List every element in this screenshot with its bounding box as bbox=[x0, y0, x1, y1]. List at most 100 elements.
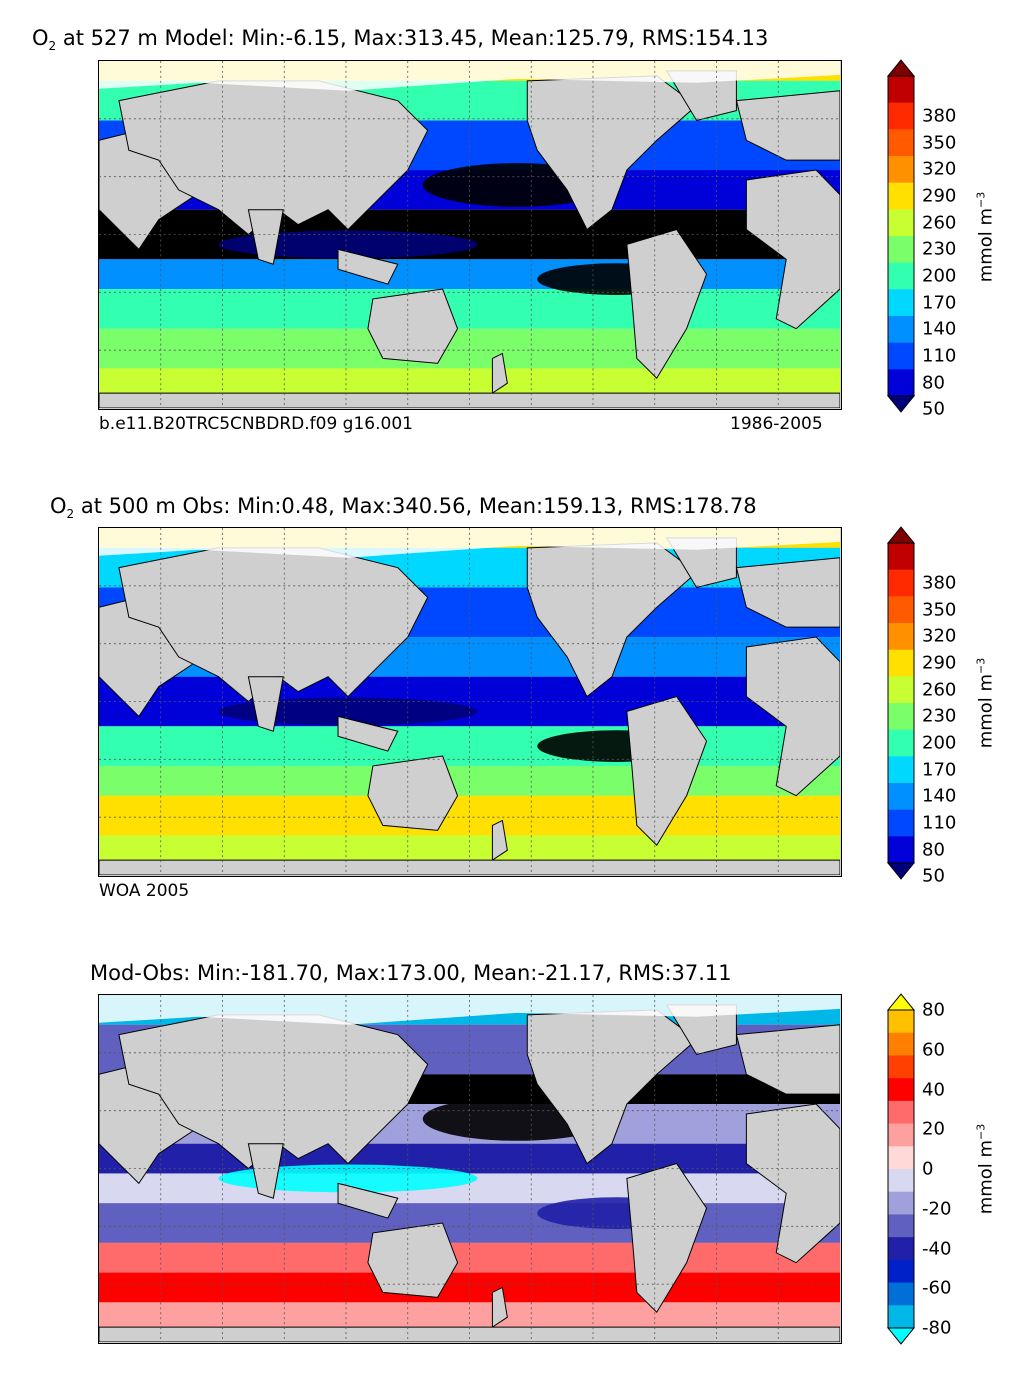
colorbar-tick-label: 110 bbox=[922, 812, 957, 834]
colorbar-extend-bottom bbox=[886, 862, 916, 880]
colorbar-tick-label: 290 bbox=[922, 185, 957, 207]
land-mass bbox=[491, 819, 508, 862]
colorbar-tick-label: 320 bbox=[922, 158, 957, 180]
colorbar-segment bbox=[888, 1055, 914, 1079]
colorbar-segment bbox=[888, 1214, 914, 1238]
colorbar-segment bbox=[888, 756, 914, 784]
colorbar-model bbox=[886, 59, 916, 413]
land-mass bbox=[367, 288, 459, 364]
colorbar-tick-label: 80 bbox=[922, 839, 945, 861]
colorbar-segment bbox=[888, 1237, 914, 1261]
colorbar-extend-top bbox=[886, 993, 916, 1011]
colorbar-segment bbox=[888, 76, 914, 104]
land-mass bbox=[99, 392, 840, 408]
land-mass bbox=[247, 676, 284, 732]
land-mass bbox=[337, 715, 399, 752]
colorbar-segment bbox=[888, 1282, 914, 1306]
colorbar-frame bbox=[887, 75, 915, 397]
caption-model-years: 1986-2005 bbox=[730, 414, 823, 434]
colorbar-tick-label: 60 bbox=[922, 1039, 945, 1061]
colorbar-segment bbox=[888, 316, 914, 344]
ocean-band bbox=[99, 259, 840, 290]
colorbar-tick-label: 230 bbox=[922, 705, 957, 727]
panel-title-diff: Mod-Obs: Min:-181.70, Max:173.00, Mean:-… bbox=[90, 961, 732, 985]
colorbar-segment bbox=[888, 836, 914, 864]
colorbar-segment bbox=[888, 1100, 914, 1125]
colorbar-tick-label: 80 bbox=[922, 372, 945, 394]
colorbar-unit-obs: mmol m−3 bbox=[974, 657, 997, 749]
land-mass bbox=[735, 90, 840, 161]
colorbar-tick-label: 140 bbox=[922, 318, 957, 340]
colorbar-tick-label: 320 bbox=[922, 625, 957, 647]
colorbar-tick-label: 380 bbox=[922, 105, 957, 127]
colorbar-segment bbox=[888, 129, 914, 157]
colorbar-segment bbox=[888, 1259, 914, 1284]
colorbar-unit-diff: mmol m−3 bbox=[974, 1123, 997, 1215]
colorbar-segment bbox=[888, 182, 914, 210]
colorbar-segment bbox=[888, 809, 914, 837]
colorbar-segment bbox=[888, 596, 914, 624]
panel-title-obs: O2 at 500 m Obs: Min:0.48, Max:340.56, M… bbox=[50, 494, 757, 521]
land-mass bbox=[337, 248, 399, 285]
colorbar-segment bbox=[888, 209, 914, 237]
colorbar-segment bbox=[888, 102, 914, 130]
colorbar-tick-label: 0 bbox=[922, 1158, 934, 1180]
land-mass bbox=[745, 636, 840, 797]
colorbar-frame bbox=[887, 1009, 915, 1329]
colorbar-segment bbox=[888, 676, 914, 704]
land-mass bbox=[99, 859, 840, 875]
colorbar-segment bbox=[888, 1191, 914, 1215]
contour-blob bbox=[218, 1164, 478, 1193]
land-mass bbox=[118, 547, 429, 703]
colorbar-segment bbox=[888, 703, 914, 731]
caption-obs-source: WOA 2005 bbox=[99, 881, 190, 901]
graticule bbox=[99, 995, 840, 1342]
colorbar-extend-bottom bbox=[886, 395, 916, 413]
colorbar-tick-label: -40 bbox=[922, 1238, 952, 1259]
land-mass bbox=[337, 1182, 399, 1219]
land-mass bbox=[626, 695, 708, 847]
colorbar-segment bbox=[888, 1146, 914, 1170]
land-mass bbox=[99, 1326, 840, 1342]
colorbar-tick-label: -20 bbox=[922, 1198, 952, 1220]
colorbar-frame bbox=[887, 542, 915, 864]
land-mass bbox=[745, 1103, 840, 1264]
colorbar-tick-label: 260 bbox=[922, 679, 957, 701]
colorbar-tick-label: 350 bbox=[922, 599, 957, 621]
map-model-o2 bbox=[98, 60, 842, 410]
caption-model-case: b.e11.B20TRC5CNBDRD.f09 g16.001 bbox=[99, 414, 413, 434]
land-mass bbox=[247, 209, 284, 265]
colorbar-tick-label: 40 bbox=[922, 1079, 945, 1100]
map-diff-o2 bbox=[98, 994, 842, 1344]
graticule bbox=[99, 61, 840, 408]
colorbar-segment bbox=[888, 783, 914, 811]
colorbar-tick-label: 290 bbox=[922, 652, 957, 674]
contour-blob bbox=[218, 230, 478, 259]
colorbar-tick-label: 140 bbox=[922, 785, 957, 807]
land-mass bbox=[491, 352, 508, 395]
colorbar-segment bbox=[888, 1123, 914, 1147]
colorbar-tick-label: 170 bbox=[922, 292, 957, 314]
colorbar-segment bbox=[888, 369, 914, 397]
colorbar-tick-label: 380 bbox=[922, 572, 957, 594]
panel-title-model: O2 at 527 m Model: Min:-6.15, Max:313.45… bbox=[32, 26, 769, 53]
colorbar-segment bbox=[888, 1010, 914, 1034]
colorbar-tick-label: 50 bbox=[922, 398, 945, 420]
colorbar-unit-model: mmol m−3 bbox=[974, 191, 997, 283]
land-mass bbox=[626, 228, 708, 380]
colorbar-segment bbox=[888, 262, 914, 290]
colorbar-segment bbox=[888, 156, 914, 184]
colorbar-segment bbox=[888, 289, 914, 317]
colorbar-tick-label: 170 bbox=[922, 759, 957, 781]
colorbar-tick-label: 20 bbox=[922, 1118, 945, 1140]
land-mass bbox=[118, 1014, 429, 1170]
colorbar-segment bbox=[888, 569, 914, 597]
land-mass bbox=[745, 169, 840, 330]
colorbar-tick-label: 260 bbox=[922, 212, 957, 234]
land-mass bbox=[626, 1162, 708, 1314]
graticule bbox=[99, 528, 840, 875]
colorbar-tick-label: 200 bbox=[922, 732, 957, 754]
colorbar-segment bbox=[888, 623, 914, 651]
colorbar-tick-label: -60 bbox=[922, 1277, 952, 1299]
colorbar-tick-label: 50 bbox=[922, 865, 945, 887]
